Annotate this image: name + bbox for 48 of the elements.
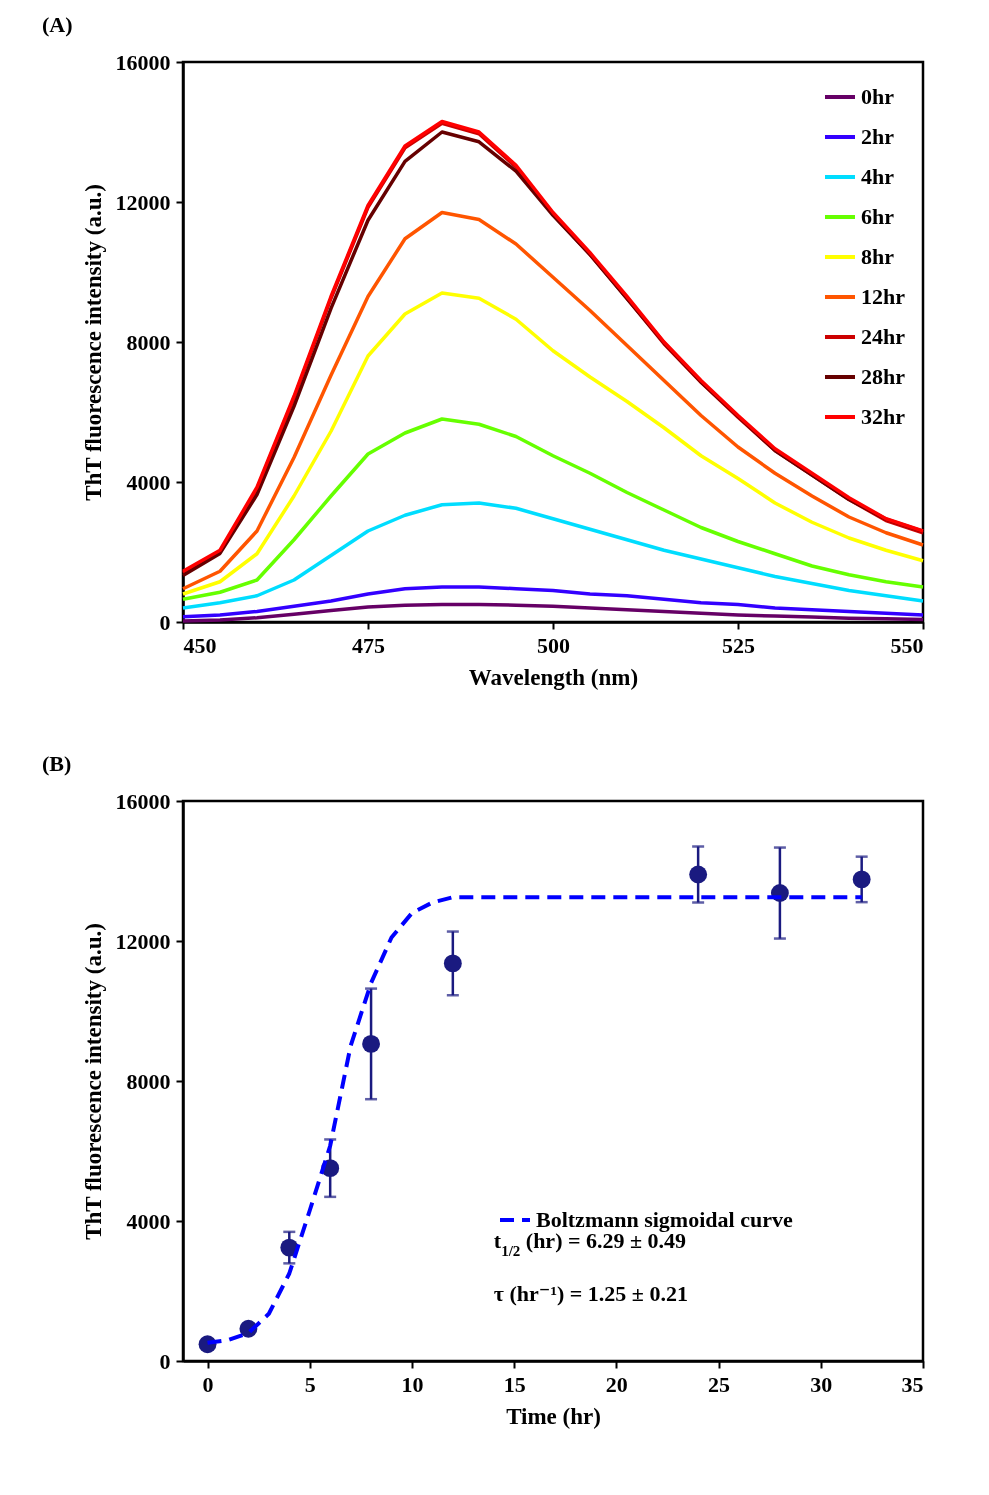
x-tick-label: 25 xyxy=(708,1371,731,1397)
line-series xyxy=(181,210,925,591)
x-tick-label: 525 xyxy=(722,632,755,658)
y-tick-label: 16000 xyxy=(115,49,171,75)
y-tick-label: 12000 xyxy=(115,189,171,215)
y-tick-label: 4000 xyxy=(126,1208,171,1234)
x-tick-label: 0 xyxy=(202,1371,214,1397)
legend-label: 28hr xyxy=(861,364,906,389)
y-tick-label: 8000 xyxy=(126,329,171,355)
point xyxy=(362,1034,381,1053)
y-tick-label: 12000 xyxy=(115,928,171,954)
x-axis-title: Time (hr) xyxy=(506,1403,601,1429)
chart-title: (A) xyxy=(42,12,73,37)
y-axis-title: ThT fluorescence intensity (a.u.) xyxy=(80,923,106,1240)
y-tick-label: 16000 xyxy=(115,788,171,814)
annotation: τ (hr⁻¹) = 1.25 ± 0.21 xyxy=(493,1280,688,1306)
x-tick-label: 35 xyxy=(901,1371,924,1397)
y-tick-label: 4000 xyxy=(126,469,171,495)
legend-label: 4hr xyxy=(861,164,895,189)
y-tick-label: 0 xyxy=(159,609,171,635)
x-tick-label: 450 xyxy=(183,632,217,658)
point xyxy=(443,954,462,973)
x-tick-label: 10 xyxy=(401,1371,424,1397)
legend-label: 8hr xyxy=(861,244,895,269)
legend-label: 0hr xyxy=(861,84,895,109)
x-tick-label: 550 xyxy=(890,632,924,658)
line-series xyxy=(181,585,925,619)
x-tick-label: 5 xyxy=(304,1371,316,1397)
x-tick-label: 500 xyxy=(537,632,570,658)
legend-label: Boltzmann sigmoidal curve xyxy=(536,1207,793,1232)
x-tick-label: 15 xyxy=(503,1371,526,1397)
legend-label: 12hr xyxy=(861,284,906,309)
point xyxy=(852,870,871,889)
legend-label: 6hr xyxy=(861,204,895,229)
line-series xyxy=(181,501,925,610)
y-tick-label: 0 xyxy=(159,1348,171,1374)
line-series xyxy=(181,291,925,596)
legend-label: 24hr xyxy=(861,324,906,349)
point xyxy=(689,865,708,884)
x-tick-label: 20 xyxy=(605,1371,628,1397)
legend-label: 2hr xyxy=(861,124,895,149)
y-axis-title: ThT fluorescence intensity (a.u.) xyxy=(80,184,106,501)
x-tick-label: 30 xyxy=(810,1371,833,1397)
x-tick-label: 475 xyxy=(352,632,385,658)
chart-title: (B) xyxy=(42,751,72,776)
legend-label: 32hr xyxy=(861,404,906,429)
x-axis-title: Wavelength (nm) xyxy=(468,664,639,690)
y-tick-label: 8000 xyxy=(126,1068,171,1094)
